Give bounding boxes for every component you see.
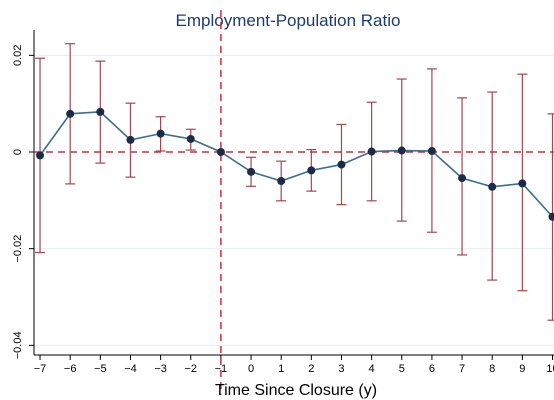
x-tick-label-12: 5 [399, 363, 405, 375]
data-point-13 [427, 147, 436, 156]
data-point-16 [518, 179, 527, 188]
data-point-0 [36, 151, 45, 160]
data-point-12 [397, 146, 406, 155]
series-line [39, 111, 554, 218]
axes [33, 30, 554, 356]
x-axis-ticks: −7 −6 −5 −4 −3 −2 −1 0 1 2 3 4 5 6 7 8 9 10 [34, 355, 554, 375]
series [39, 111, 554, 218]
x-tick-label-5: −2 [184, 363, 197, 375]
x-tick-label-11: 4 [369, 363, 375, 375]
data-point-15 [488, 182, 497, 191]
data-point-6 [216, 148, 225, 156]
data-point-4 [156, 129, 165, 138]
x-tick-label-8: 1 [278, 363, 284, 375]
data-point-11 [367, 147, 376, 156]
reference-lines [34, 10, 554, 395]
data-point-3 [126, 135, 135, 144]
x-tick-label-6: −1 [215, 363, 228, 375]
x-tick-label-13: 6 [429, 363, 435, 375]
data-point-10 [337, 160, 346, 169]
data-point-2 [96, 107, 105, 116]
x-axis-label: Time Since Closure (y) [215, 382, 377, 399]
x-tick-label-2: −5 [94, 363, 107, 375]
data-point-17 [548, 212, 554, 221]
y-tick-label-2: 0 [12, 149, 24, 155]
data-point-7 [247, 167, 256, 176]
x-tick-label-14: 7 [459, 363, 465, 375]
y-tick-label-0: −0.04 [12, 331, 24, 359]
data-point-5 [186, 134, 195, 143]
x-tick-label-4: −3 [154, 363, 167, 375]
x-tick-label-17: 10 [546, 363, 554, 375]
x-tick-label-7: 0 [248, 363, 254, 375]
y-axis-ticks: −0.04 −0.02 0 0.02 [12, 45, 34, 359]
x-tick-label-1: −6 [64, 363, 77, 375]
data-point-8 [277, 177, 286, 185]
y-tick-label-1: −0.02 [12, 235, 24, 263]
x-tick-label-15: 8 [489, 363, 495, 375]
data-point-14 [458, 174, 467, 183]
data-points [36, 107, 554, 221]
x-tick-label-16: 9 [519, 363, 525, 375]
data-point-9 [307, 166, 316, 175]
x-tick-label-0: −7 [34, 363, 47, 375]
chart-title: Employment-Population Ratio [176, 11, 401, 30]
data-point-1 [66, 109, 75, 118]
gridlines [34, 54, 554, 346]
x-tick-label-10: 3 [338, 363, 344, 375]
x-tick-label-9: 2 [308, 363, 314, 375]
x-tick-label-3: −4 [124, 363, 137, 375]
y-tick-label-3: 0.02 [12, 45, 24, 66]
